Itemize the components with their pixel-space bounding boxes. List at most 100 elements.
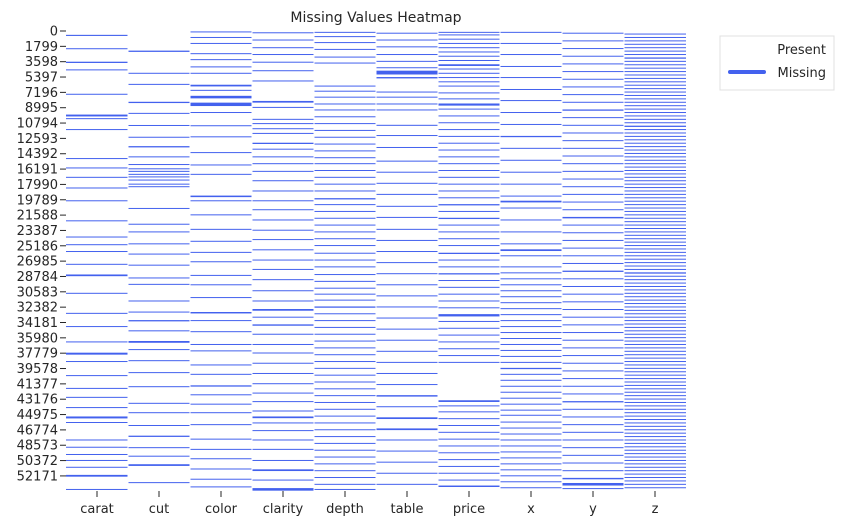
missing-band-carat-30 — [66, 422, 128, 424]
missing-band-z-124 — [624, 456, 686, 458]
missing-band-z-49 — [624, 200, 686, 202]
missing-band-price-37 — [438, 245, 500, 247]
missing-band-table-41 — [376, 450, 438, 452]
missing-band-y-27 — [562, 239, 624, 241]
missing-band-clarity-41 — [252, 401, 314, 403]
missing-band-y-49 — [562, 408, 624, 410]
x-tick-label-clarity: clarity — [263, 502, 304, 517]
missing-band-z-36 — [624, 156, 686, 158]
missing-band-depth-48 — [314, 367, 376, 369]
missing-band-y-8 — [562, 94, 624, 96]
missing-band-x-38 — [500, 361, 562, 363]
missing-band-cut-10 — [128, 168, 190, 170]
missing-band-clarity-22 — [252, 219, 314, 221]
missing-band-depth-7 — [314, 90, 376, 92]
missing-band-price-40 — [438, 266, 500, 268]
missing-band-z-21 — [624, 105, 686, 107]
missing-band-cut-14 — [128, 179, 190, 181]
missing-band-carat-36 — [66, 474, 128, 477]
missing-band-clarity-43 — [252, 416, 314, 419]
missing-band-depth-20 — [314, 176, 376, 178]
missing-band-z-44 — [624, 183, 686, 185]
missing-band-z-85 — [624, 323, 686, 325]
missing-band-price-17 — [438, 108, 500, 110]
missing-band-depth-47 — [314, 361, 376, 363]
missing-band-x-20 — [500, 249, 562, 252]
missing-band-price-6 — [438, 55, 500, 57]
missing-band-depth-37 — [314, 293, 376, 295]
missing-band-y-28 — [562, 247, 624, 249]
column-bg-cut — [128, 31, 190, 491]
missing-band-z-3 — [624, 43, 686, 45]
missing-band-z-108 — [624, 401, 686, 403]
missing-band-y-43 — [562, 362, 624, 364]
y-tick-label-1799: 1799 — [25, 40, 58, 55]
missing-band-z-123 — [624, 453, 686, 455]
missing-band-price-27 — [438, 176, 500, 178]
missing-band-depth-10 — [314, 109, 376, 111]
missing-band-cut-15 — [128, 183, 190, 185]
missing-band-depth-3 — [314, 48, 376, 50]
missing-band-color-35 — [190, 394, 252, 396]
missing-band-depth-26 — [314, 217, 376, 219]
missing-band-depth-21 — [314, 183, 376, 185]
missing-band-clarity-44 — [252, 422, 314, 424]
missing-band-price-3 — [438, 42, 500, 44]
missing-band-table-16 — [376, 171, 438, 173]
missing-band-cut-37 — [128, 435, 190, 437]
missing-band-price-53 — [438, 355, 500, 357]
missing-band-depth-11 — [314, 116, 376, 118]
missing-band-clarity-5 — [252, 70, 314, 72]
missing-band-x-30 — [500, 314, 562, 316]
missing-band-clarity-10 — [252, 123, 314, 125]
missing-band-z-71 — [624, 275, 686, 277]
missing-band-y-15 — [562, 147, 624, 149]
y-tick-label-43176: 43176 — [17, 393, 58, 408]
missing-band-z-78 — [624, 299, 686, 301]
missing-band-x-34 — [500, 338, 562, 340]
y-tick-label-50372: 50372 — [17, 454, 58, 469]
missing-band-z-99 — [624, 371, 686, 373]
missing-band-x-55 — [500, 463, 562, 465]
missing-band-cut-38 — [128, 447, 190, 449]
missing-band-depth-57 — [314, 429, 376, 431]
missing-band-z-34 — [624, 149, 686, 151]
legend-label-present: Present — [777, 43, 826, 58]
missing-band-y-21 — [562, 193, 624, 195]
missing-band-price-45 — [438, 300, 500, 302]
missing-band-z-22 — [624, 108, 686, 110]
missing-band-price-47 — [438, 314, 500, 317]
x-tick-label-table: table — [391, 502, 424, 517]
missing-band-z-107 — [624, 398, 686, 400]
y-tick-label-26985: 26985 — [17, 255, 58, 270]
missing-band-clarity-19 — [252, 190, 314, 192]
missing-band-z-0 — [624, 33, 686, 35]
missing-band-depth-13 — [314, 129, 376, 131]
missing-band-cut-7 — [128, 146, 190, 148]
missing-band-z-69 — [624, 268, 686, 270]
y-tick-label-35980: 35980 — [17, 331, 58, 346]
missing-band-price-58 — [438, 418, 500, 420]
missing-band-carat-29 — [66, 416, 128, 419]
missing-band-z-50 — [624, 204, 686, 206]
missing-band-carat-19 — [66, 292, 128, 294]
missing-band-z-62 — [624, 245, 686, 247]
missing-band-z-117 — [624, 432, 686, 434]
missing-band-color-38 — [190, 424, 252, 426]
missing-band-z-91 — [624, 343, 686, 345]
missing-band-z-132 — [624, 483, 686, 485]
missing-band-z-94 — [624, 354, 686, 356]
missing-band-cut-0 — [128, 50, 190, 52]
missing-band-x-42 — [500, 385, 562, 387]
missing-band-depth-38 — [314, 299, 376, 301]
column-bg-price — [438, 31, 500, 491]
missing-band-z-104 — [624, 388, 686, 390]
missing-band-cut-2 — [128, 83, 190, 85]
missing-band-depth-2 — [314, 42, 376, 44]
y-tick-label-28784: 28784 — [17, 270, 58, 285]
missing-band-z-13 — [624, 77, 686, 79]
missing-band-z-27 — [624, 125, 686, 127]
missing-band-color-37 — [190, 412, 252, 414]
missing-band-color-29 — [190, 331, 252, 333]
missing-band-y-30 — [562, 262, 624, 264]
